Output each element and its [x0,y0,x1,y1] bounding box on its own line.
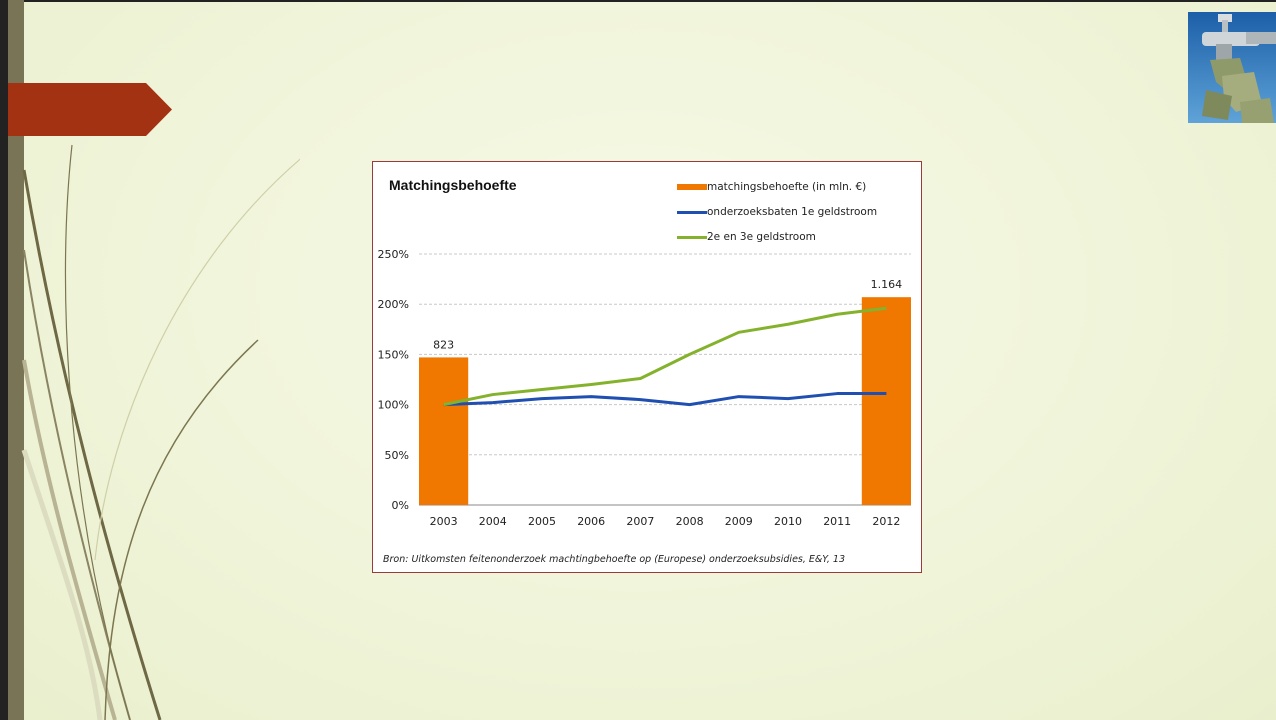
legend-swatch-blue-line [677,211,707,214]
y-tick-label: 50% [385,449,409,462]
x-tick-label: 2007 [626,515,654,528]
chart-source-caption: Bron: Uitkomsten feitenonderzoek machtin… [383,554,846,565]
legend-label-blue-line: onderzoeksbaten 1e geldstroom [707,206,878,218]
x-tick-label: 2010 [774,515,802,528]
slide-left-band [8,0,24,720]
chart-title: Matchingsbehoefte [389,177,517,193]
slide-top-border [0,0,1276,2]
y-tick-label: 200% [378,298,409,311]
x-tick-label: 2005 [528,515,556,528]
x-tick-label: 2009 [725,515,753,528]
chart-plot: 0% 50% 100% 150% 200% 250% 2003 2004 2005 2006 200… [378,248,911,528]
bar-data-label: 823 [433,338,454,351]
bar [861,297,911,505]
legend-label-green-line: 2e en 3e geldstroom [707,231,816,243]
decorative-swirl-lines [21,144,300,720]
y-tick-label: 100% [378,399,409,412]
y-tick-label: 0% [392,499,409,512]
legend-label-bars: matchingsbehoefte (in mln. €) [707,181,867,193]
x-tick-label: 2006 [577,515,605,528]
x-tick-label: 2012 [872,515,900,528]
slide-left-border [0,0,8,720]
legend-swatch-green-line [677,236,707,239]
legend-swatch-bar [677,184,707,190]
x-tick-label: 2004 [479,515,507,528]
money-tap-icon [1188,12,1276,123]
x-tick-label: 2011 [823,515,851,528]
y-tick-label: 250% [378,248,409,261]
x-tick-label: 2008 [676,515,704,528]
x-tick-label: 2003 [430,515,458,528]
series-line-green [443,306,887,407]
series-line-blue [443,392,887,407]
y-tick-label: 150% [378,348,409,361]
bar [419,357,469,505]
chart-panel: 0% 50% 100% 150% 200% 250% 2003 2004 2005 2006 200… [372,161,922,573]
bar-data-label: 1.164 [871,278,903,291]
title-accent-arrow [8,83,172,136]
